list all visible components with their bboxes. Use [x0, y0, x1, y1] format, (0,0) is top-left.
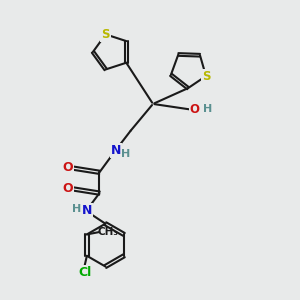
Text: H: H [121, 148, 130, 159]
Text: Cl: Cl [78, 266, 91, 279]
Text: O: O [62, 161, 73, 174]
Text: N: N [82, 204, 92, 218]
Text: S: S [202, 70, 210, 83]
Text: O: O [62, 182, 73, 195]
Text: N: N [111, 143, 121, 157]
Text: H: H [72, 204, 81, 214]
Text: H: H [203, 104, 213, 114]
Text: O: O [190, 103, 200, 116]
Text: S: S [101, 28, 110, 41]
Text: CH₃: CH₃ [97, 227, 118, 237]
